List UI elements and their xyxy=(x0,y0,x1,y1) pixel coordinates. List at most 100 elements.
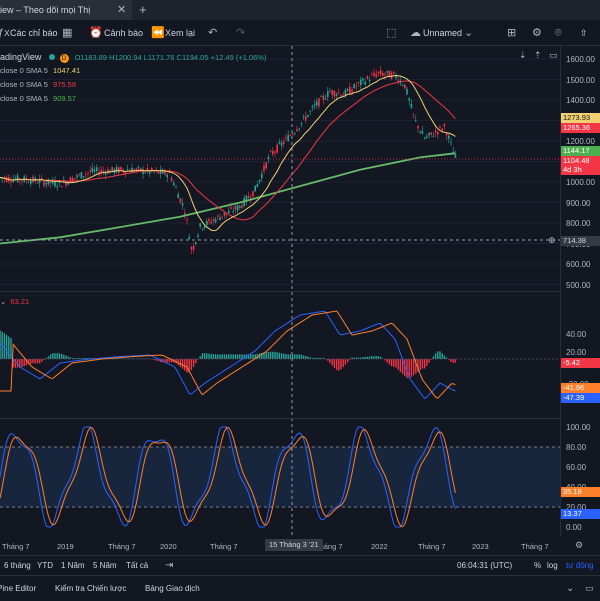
histogram-bar xyxy=(280,353,283,359)
clock-time[interactable]: 06:04:31 (UTC) xyxy=(457,561,513,570)
candle-body xyxy=(241,205,243,208)
chart-canvas[interactable] xyxy=(0,46,560,536)
macd-legend[interactable]: ⌄ 63.21 xyxy=(0,297,29,306)
stoch-tick: 80.00 xyxy=(566,443,587,452)
histogram-bar xyxy=(217,354,219,359)
candle-body xyxy=(87,172,89,174)
cloud-icon: ☁ xyxy=(410,27,421,39)
candle-body xyxy=(124,171,127,174)
tab-strategy-tester[interactable]: Kiểm tra Chiến lược xyxy=(55,584,127,593)
histogram-bar xyxy=(289,354,292,359)
stoch-tick: 20.00 xyxy=(566,503,587,512)
range-ytd[interactable]: YTD xyxy=(37,561,53,570)
histogram-bar xyxy=(366,356,369,359)
add-price-icon[interactable]: ⊕ xyxy=(548,235,556,245)
candle-body xyxy=(82,175,85,177)
candle-body xyxy=(362,78,364,81)
tab-trading-panel[interactable]: Bảng Giao dịch xyxy=(145,584,200,593)
candle-body xyxy=(201,228,204,230)
timeframe-badge[interactable]: D xyxy=(59,54,69,63)
axis-settings-icon[interactable]: ⚙ xyxy=(575,540,584,550)
histogram-bar xyxy=(450,359,452,362)
histogram-bar xyxy=(379,356,382,359)
alert-button[interactable]: Cảnh báo xyxy=(104,28,144,38)
candle-body xyxy=(177,194,179,199)
candle-body xyxy=(181,203,184,206)
auto-toggle[interactable]: tự động xyxy=(566,561,594,570)
sma-legend-3[interactable]: close 0 SMA 5 909.57 xyxy=(0,94,76,103)
scroll-down-icon[interactable]: ⇣ xyxy=(519,50,527,60)
time-tick: Tháng 7 xyxy=(2,542,30,551)
layout-name[interactable]: Unnamed xyxy=(423,28,463,38)
maximize-icon[interactable]: ▭ xyxy=(549,50,558,60)
histogram-bar xyxy=(74,358,76,359)
candle-body xyxy=(296,129,298,132)
histogram-bar xyxy=(170,359,173,363)
candle-body xyxy=(166,174,168,178)
browser-tab[interactable]: iew – Theo dõi mọi Thị ✕ xyxy=(0,0,132,20)
candle-body xyxy=(388,70,391,78)
close-icon[interactable]: ✕ xyxy=(117,4,127,16)
candle-body xyxy=(366,76,369,79)
replay-button[interactable]: Xem lại xyxy=(165,28,196,38)
histogram-bar xyxy=(58,353,61,359)
candle-body xyxy=(404,84,406,89)
macd-signal-line xyxy=(0,310,456,399)
histogram-bar xyxy=(316,357,318,359)
candle-body xyxy=(206,221,208,226)
range-5y[interactable]: 5 Năm xyxy=(93,561,117,570)
histogram-bar xyxy=(221,354,223,359)
histogram-bar xyxy=(41,359,43,362)
histogram-bar xyxy=(201,353,204,359)
camera-icon[interactable]: ⌾ xyxy=(555,27,562,39)
candle-body xyxy=(265,162,267,169)
candle-body xyxy=(30,180,32,184)
candle-body xyxy=(313,104,316,107)
candle-body xyxy=(100,169,102,173)
date-range-icon[interactable]: ⇥ xyxy=(165,560,174,571)
fullscreen-icon[interactable]: ⬚ xyxy=(386,27,397,39)
chevron-down-icon[interactable]: ⌄ xyxy=(566,583,575,594)
tab-pine-editor[interactable]: Pine Editor xyxy=(0,584,37,593)
candle-body xyxy=(320,96,322,98)
histogram-bar xyxy=(322,357,325,359)
range-1y[interactable]: 1 Năm xyxy=(61,561,85,570)
sma-legend-1[interactable]: close 0 SMA 5 1047.41 xyxy=(0,66,80,75)
stoch-band xyxy=(0,447,560,507)
percent-toggle[interactable]: % xyxy=(534,561,542,570)
candle-body xyxy=(214,219,217,223)
gear-icon[interactable]: ⚙ xyxy=(532,27,542,39)
histogram-bar xyxy=(228,354,230,359)
undo-icon[interactable]: ↶ xyxy=(208,27,218,39)
pane-separator[interactable] xyxy=(0,291,600,292)
histogram-bar xyxy=(45,358,47,359)
histogram-bar xyxy=(410,359,413,378)
histogram-bar xyxy=(214,354,217,359)
range-all[interactable]: Tất cả xyxy=(126,561,149,570)
new-tab-icon[interactable]: + xyxy=(139,2,147,17)
time-tick: Tháng 7 xyxy=(210,542,238,551)
chart-settings-icon[interactable]: ⊞ xyxy=(507,27,517,39)
candle-body xyxy=(419,131,421,133)
publish-button[interactable]: ⇧ xyxy=(580,28,588,38)
scroll-up-icon[interactable]: ⇡ xyxy=(534,50,542,60)
sma-legend-2[interactable]: close 0 SMA 5 975.58 xyxy=(0,80,76,89)
chevron-down-icon[interactable]: ⌄ xyxy=(0,297,7,306)
histogram-bar xyxy=(223,354,226,359)
histogram-bar xyxy=(0,330,1,359)
redo-icon[interactable]: ↷ xyxy=(236,27,246,39)
indicators-button[interactable]: Các chỉ báo xyxy=(10,28,58,38)
bottom-panel-tabs: Pine Editor Kiểm tra Chiến lược Bảng Gia… xyxy=(0,575,600,601)
grid-layout-icon[interactable]: ▦ xyxy=(62,27,73,39)
pane-separator[interactable] xyxy=(0,418,600,419)
histogram-bar xyxy=(362,357,364,359)
chevron-down-icon[interactable]: ⌄ xyxy=(464,27,474,39)
log-toggle[interactable]: log xyxy=(547,561,558,570)
candle-body xyxy=(412,113,415,115)
candle-body xyxy=(353,84,355,89)
candle-body xyxy=(280,142,283,146)
range-6m[interactable]: 6 tháng xyxy=(4,561,31,570)
maximize-panel-icon[interactable]: ▭ xyxy=(585,583,594,593)
time-tick: 2019 xyxy=(57,542,74,551)
histogram-bar xyxy=(27,359,30,365)
